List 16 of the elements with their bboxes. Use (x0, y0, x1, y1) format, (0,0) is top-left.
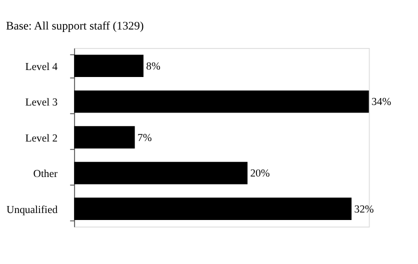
y-tick-label: Other (33, 168, 58, 180)
bar (74, 198, 352, 220)
bar (74, 90, 369, 113)
data-label: 8% (146, 60, 161, 72)
chart-title: Base: All support staff (1329) (6, 19, 144, 32)
bar (74, 54, 144, 78)
bar (74, 162, 248, 184)
data-label: 34% (372, 96, 392, 108)
data-label: 32% (354, 203, 374, 216)
bar (74, 126, 135, 149)
y-tick-label: Unqualified (6, 204, 58, 216)
data-label: 7% (137, 132, 152, 144)
y-tick-label: Level 2 (25, 132, 58, 144)
data-label: 20% (250, 168, 270, 180)
y-tick-label: Level 4 (25, 60, 58, 73)
y-tick-label: Level 3 (25, 96, 58, 109)
